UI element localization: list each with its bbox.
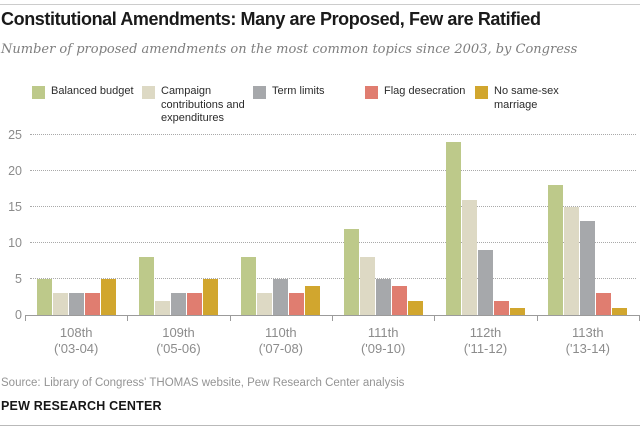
bar-group-110th xyxy=(230,135,332,315)
bar-campaign-contributions-and-expenditures xyxy=(52,293,68,315)
bar-campaign-contributions-and-expenditures xyxy=(461,199,477,315)
legend-label: No same-sex marriage xyxy=(494,85,559,111)
x-label-years: ('13-14) xyxy=(565,341,610,356)
x-axis-labels: 108th ('03-04) 109th ('05-06) 110th ('07-08) 1… xyxy=(25,325,639,357)
legend-item-flag-desecration: Flag desecration xyxy=(365,85,465,99)
bar-group-108th xyxy=(25,135,127,315)
gridlines xyxy=(30,134,636,315)
x-axis-tick xyxy=(229,315,231,321)
legend-swatch-icon xyxy=(32,86,45,99)
bar-flag-desecration xyxy=(391,286,407,315)
bar-term-limits xyxy=(170,293,186,315)
y-tick-label-15: 15 xyxy=(8,200,22,214)
gridline-15 xyxy=(30,206,636,207)
bar-balanced-budget xyxy=(138,257,154,315)
x-label-years: ('03-04) xyxy=(53,341,99,356)
chart-subtitle: Number of proposed amendments on the mos… xyxy=(1,42,578,57)
bar-balanced-budget xyxy=(343,228,359,315)
y-tick-label-10: 10 xyxy=(8,236,22,250)
y-axis-labels: 0 5 10 15 20 25 xyxy=(0,128,25,322)
y-tick-label-0: 0 xyxy=(15,308,22,322)
bar-flag-desecration xyxy=(596,293,612,315)
bar-term-limits xyxy=(477,250,493,315)
x-label-congress: 112th xyxy=(469,325,502,340)
legend-swatch-icon xyxy=(365,86,378,99)
chart-legend: Balanced budget Campaign contributions an… xyxy=(0,85,640,127)
x-label-years: ('07-08) xyxy=(258,341,304,356)
x-label-congress: 111th xyxy=(367,325,399,340)
x-label-years: ('09-10) xyxy=(360,341,406,356)
plot-area: 0 5 10 15 20 25 xyxy=(0,128,640,322)
bottom-divider xyxy=(0,425,640,426)
bar-balanced-budget xyxy=(36,279,52,315)
gridline-10 xyxy=(30,242,636,243)
x-label-congress: 110th xyxy=(265,325,297,340)
legend-label: Campaign contributions and expenditures xyxy=(161,85,245,124)
bar-no-same-sex-marriage xyxy=(509,307,525,315)
legend-item-campaign-contributions-and-expenditures: Campaign contributions and expenditures xyxy=(142,85,253,126)
bar-flag-desecration xyxy=(493,300,509,315)
x-label-113th: 113th ('13-14) xyxy=(537,325,639,357)
bar-term-limits xyxy=(68,293,84,315)
x-axis-tick xyxy=(536,315,538,321)
top-divider xyxy=(0,4,640,5)
bar-no-same-sex-marriage xyxy=(612,307,628,315)
x-label-108th: 108th ('03-04) xyxy=(25,325,127,357)
y-tick-label-5: 5 xyxy=(15,272,22,286)
bar-groups xyxy=(25,135,639,315)
legend-label: Term limits xyxy=(272,85,325,97)
bar-campaign-contributions-and-expenditures xyxy=(359,257,375,315)
bar-no-same-sex-marriage xyxy=(407,300,423,315)
bar-group-113th xyxy=(537,135,639,315)
x-axis-tick xyxy=(127,315,129,321)
bar-flag-desecration xyxy=(84,293,100,315)
x-label-years: ('05-06) xyxy=(156,341,201,356)
y-tick-label-25: 25 xyxy=(8,128,22,142)
bar-term-limits xyxy=(580,221,596,315)
legend-item-no-same-sex-marriage: No same-sex marriage xyxy=(475,85,568,112)
bar-no-same-sex-marriage xyxy=(100,279,116,315)
bar-campaign-contributions-and-expenditures xyxy=(154,300,170,315)
bar-term-limits xyxy=(375,279,391,315)
y-tick-label-20: 20 xyxy=(8,164,22,178)
x-label-109th: 109th ('05-06) xyxy=(127,325,229,357)
bar-balanced-budget xyxy=(548,185,564,315)
x-axis-tick xyxy=(25,315,26,321)
legend-swatch-icon xyxy=(253,86,266,99)
x-label-112th: 112th ('11-12) xyxy=(434,325,536,357)
bar-no-same-sex-marriage xyxy=(305,286,321,315)
bar-flag-desecration xyxy=(289,293,305,315)
bar-group-109th xyxy=(127,135,229,315)
x-axis-tick xyxy=(332,315,333,321)
x-label-110th: 110th ('07-08) xyxy=(230,325,332,357)
x-label-congress: 108th xyxy=(59,325,93,340)
legend-swatch-icon xyxy=(142,86,155,99)
x-label-congress: 109th xyxy=(162,325,195,340)
x-label-years: ('11-12) xyxy=(463,341,508,356)
bar-campaign-contributions-and-expenditures xyxy=(564,207,580,315)
bar-campaign-contributions-and-expenditures xyxy=(257,293,273,315)
bar-group-112th xyxy=(434,135,536,315)
legend-swatch-icon xyxy=(475,86,488,99)
brand-label: PEW RESEARCH CENTER xyxy=(1,399,162,413)
source-note: Source: Library of Congress' THOMAS webs… xyxy=(1,377,405,389)
gridline-5 xyxy=(30,278,636,279)
chart-title: Constitutional Amendments: Many are Prop… xyxy=(1,9,541,29)
gridline-20 xyxy=(30,170,636,171)
bar-balanced-budget xyxy=(241,257,257,315)
bar-flag-desecration xyxy=(186,293,202,315)
legend-item-term-limits: Term limits xyxy=(253,85,325,99)
gridline-25 xyxy=(30,134,636,135)
bar-balanced-budget xyxy=(445,142,461,315)
x-label-congress: 113th xyxy=(572,325,604,340)
x-axis-tick xyxy=(434,315,436,321)
bar-group-111th xyxy=(332,135,434,315)
legend-label: Balanced budget xyxy=(51,85,134,97)
bar-no-same-sex-marriage xyxy=(202,279,218,315)
x-label-111th: 111th ('09-10) xyxy=(332,325,434,357)
legend-item-balanced-budget: Balanced budget xyxy=(32,85,134,99)
legend-label: Flag desecration xyxy=(384,85,466,97)
bar-term-limits xyxy=(273,279,289,315)
